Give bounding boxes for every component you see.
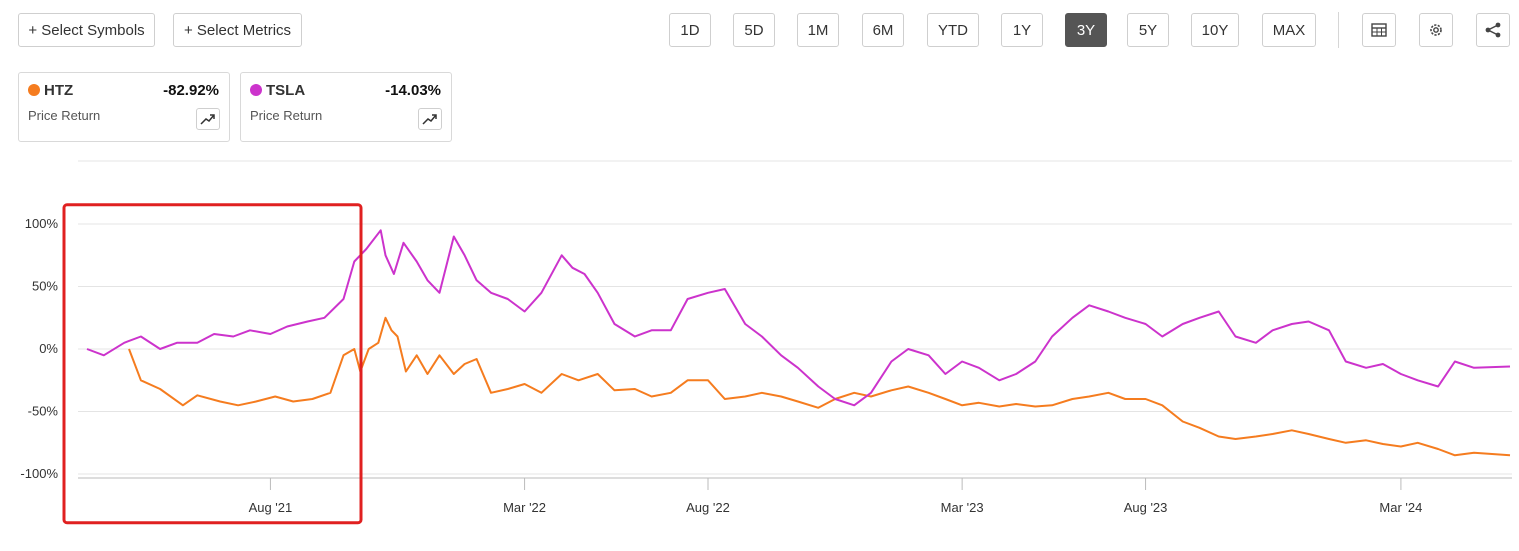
series-line-tsla [86, 229, 1511, 407]
trending-up-icon [422, 114, 437, 125]
y-tick-label: -100% [20, 466, 58, 481]
htz-color-dot [28, 84, 40, 96]
x-tick-label: Aug '22 [686, 500, 730, 515]
range-button-max[interactable]: MAX [1262, 13, 1316, 47]
range-button-10y[interactable]: 10Y [1191, 13, 1239, 47]
legend-symbol: HTZ [44, 82, 74, 99]
x-tick-label: Aug '21 [249, 500, 293, 515]
toolbar-divider [1338, 12, 1339, 48]
share-button[interactable] [1476, 13, 1510, 47]
legend-metric: Price Return [250, 108, 323, 123]
share-icon [1485, 22, 1501, 38]
range-button-1d[interactable]: 1D [669, 13, 711, 47]
y-tick-label: 50% [32, 279, 58, 294]
select-symbols-button[interactable]: + Select Symbols [18, 13, 155, 47]
y-tick-label: 0% [39, 341, 58, 356]
legend-change: -14.03% [385, 82, 441, 99]
trending-up-icon [200, 114, 215, 125]
legend-card-tsla[interactable]: TSLA -14.03% Price Return [240, 72, 452, 142]
y-tick-label: 100% [25, 216, 59, 231]
trend-toggle-button[interactable] [196, 108, 220, 130]
gear-icon [1430, 24, 1442, 36]
range-button-1m[interactable]: 1M [797, 13, 839, 47]
legend-card-htz[interactable]: HTZ -82.92% Price Return [18, 72, 230, 142]
select-metrics-button[interactable]: + Select Metrics [173, 13, 302, 47]
legend-metric: Price Return [28, 108, 101, 123]
legend-change: -82.92% [163, 82, 219, 99]
table-view-button[interactable] [1362, 13, 1396, 47]
settings-button[interactable] [1419, 13, 1453, 47]
range-button-ytd[interactable]: YTD [927, 13, 979, 47]
series-line-htz [128, 316, 1511, 457]
x-tick-label: Mar '24 [1379, 500, 1422, 515]
highlight-box [62, 203, 363, 525]
range-button-1y[interactable]: 1Y [1001, 13, 1043, 47]
range-button-3y[interactable]: 3Y [1065, 13, 1107, 47]
trend-toggle-button[interactable] [418, 108, 442, 130]
x-tick-label: Mar '22 [503, 500, 546, 515]
table-icon [1371, 23, 1387, 37]
y-tick-label: -50% [28, 404, 59, 419]
x-tick-label: Mar '23 [941, 500, 984, 515]
range-button-5d[interactable]: 5D [733, 13, 775, 47]
tsla-color-dot [250, 84, 262, 96]
x-tick-label: Aug '23 [1124, 500, 1168, 515]
range-button-6m[interactable]: 6M [862, 13, 904, 47]
legend-symbol: TSLA [266, 82, 306, 99]
range-button-5y[interactable]: 5Y [1127, 13, 1169, 47]
